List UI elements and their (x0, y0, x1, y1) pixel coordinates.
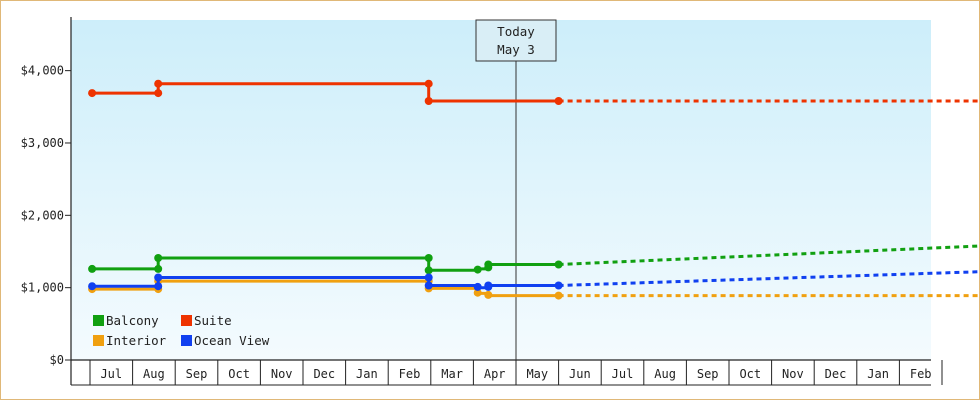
legend-label-suite: Suite (194, 313, 232, 328)
x-tick-label-11: Jun (569, 367, 591, 381)
series-projection-balcony (558, 244, 980, 266)
data-point-ocean-view-4 (424, 281, 433, 290)
data-point-balcony-1 (154, 264, 163, 273)
x-tick-label-6: Jan (356, 367, 378, 381)
data-point-interior-6 (484, 290, 493, 299)
x-tick-label-3: Oct (228, 367, 250, 381)
data-point-suite-1 (154, 89, 163, 98)
data-point-balcony-3 (424, 254, 433, 262)
x-tick-label-8: Mar (441, 367, 463, 381)
data-point-ocean-view-0 (88, 282, 97, 291)
plot-background (71, 20, 931, 360)
data-point-ocean-view-1 (154, 282, 163, 291)
x-tick-label-17: Dec (825, 367, 847, 381)
today-marker: Today May 3 (475, 19, 557, 360)
x-axis: Jul Aug Sep Oct Nov Dec Jan Feb Mar Apr May Jun Jul A… (71, 359, 943, 386)
data-point-interior-7 (554, 291, 563, 300)
data-point-suite-2 (154, 79, 163, 88)
data-point-suite-4 (424, 97, 433, 105)
data-point-ocean-view-3 (424, 273, 433, 282)
data-point-ocean-view-8 (554, 281, 563, 290)
y-tick-label-3: $3,000 (21, 136, 64, 150)
x-tick-label-1: Aug (143, 367, 165, 381)
legend-swatch-ocean-view (181, 335, 192, 346)
data-point-balcony-0 (88, 264, 97, 273)
x-tick-label-10: May (526, 367, 548, 381)
today-box (475, 19, 557, 62)
x-tick-label-16: Nov (782, 367, 804, 381)
data-point-balcony-8 (554, 260, 563, 269)
x-tick-label-18: Jan (867, 367, 889, 381)
x-tick-label-15: Oct (739, 367, 761, 381)
x-tick-label-7: Feb (399, 367, 421, 381)
x-tick-label-0: Jul (100, 367, 122, 381)
legend-label-balcony: Balcony (106, 313, 159, 328)
data-point-ocean-view-5 (473, 282, 482, 291)
data-point-ocean-view-2 (154, 273, 163, 282)
x-tick-label-13: Aug (654, 367, 676, 381)
series-layer (88, 79, 980, 300)
data-point-interior-5 (473, 288, 482, 297)
y-tick-label-1: $1,000 (21, 281, 64, 295)
data-point-suite-5 (554, 97, 563, 105)
data-point-balcony-7 (484, 260, 493, 269)
today-label: Today (497, 24, 535, 39)
y-axis: $0 $1,000 $2,000 $3,000 $4,000 (21, 17, 72, 385)
x-tick-label-2: Sep (186, 367, 208, 381)
x-tick-label-9: Apr (484, 367, 506, 381)
y-tick-label-2: $2,000 (21, 208, 64, 222)
data-point-suite-3 (424, 79, 433, 88)
series-line-suite (92, 82, 559, 103)
data-point-suite-0 (88, 89, 97, 98)
y-tick-label-0: $0 (50, 353, 64, 367)
data-point-ocean-view-7 (484, 281, 493, 290)
legend-swatch-interior (93, 335, 104, 346)
data-point-balcony-2 (154, 254, 163, 262)
x-tick-label-14: Sep (697, 367, 719, 381)
x-tick-label-19: Feb (910, 367, 932, 381)
y-tick-label-4: $4,000 (21, 64, 64, 78)
data-point-balcony-5 (473, 265, 482, 274)
x-tick-label-5: Dec (313, 367, 335, 381)
x-tick-label-12: Jul (612, 367, 634, 381)
data-point-balcony-4 (424, 266, 433, 275)
legend: Balcony Suite Interior Ocean View (93, 313, 270, 348)
today-date: May 3 (497, 42, 535, 57)
legend-label-ocean-view: Ocean View (194, 333, 270, 348)
legend-swatch-balcony (93, 315, 104, 326)
legend-swatch-suite (181, 315, 192, 326)
legend-label-interior: Interior (106, 333, 167, 348)
series-projection-ocean-view (558, 270, 980, 287)
x-tick-label-4: Nov (271, 367, 293, 381)
